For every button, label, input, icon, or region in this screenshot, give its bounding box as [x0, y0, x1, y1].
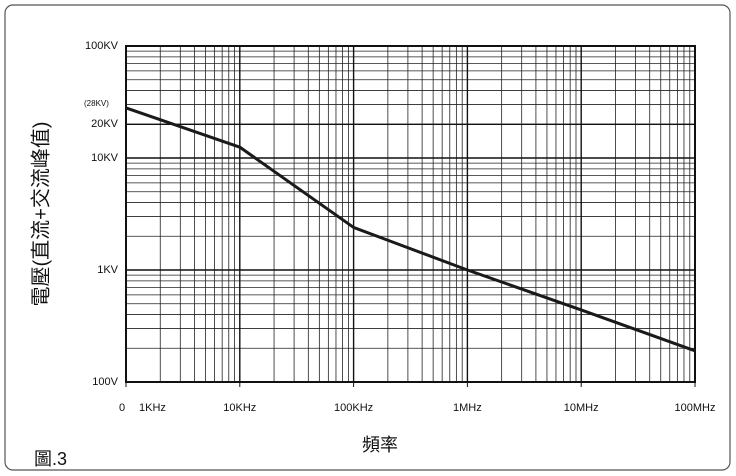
annotation: (28KV): [84, 99, 109, 108]
origin-label: 0: [119, 402, 125, 414]
x-tick-label: 10MHz: [564, 402, 599, 414]
data-line: [125, 106, 696, 353]
y-axis-label: 電壓(直流+交流峰值): [29, 122, 52, 307]
x-tick-label: 100MHz: [675, 402, 716, 414]
y-tick-label: 100KV: [85, 40, 119, 52]
y-tick-label: 10KV: [91, 152, 119, 164]
x-axis-label: 頻率: [362, 435, 398, 455]
y-tick-label: 100V: [92, 376, 118, 388]
x-tick-label: 10KHz: [223, 402, 256, 414]
frame: [4, 4, 731, 471]
x-tick-label: 1KHz: [139, 402, 166, 414]
plot-border: [125, 45, 696, 383]
x-tick-label: 100KHz: [334, 402, 373, 414]
y-tick-label: 1KV: [97, 264, 118, 276]
y-tick-label: 20KV: [91, 118, 119, 130]
x-tick-label: 1MHz: [453, 402, 482, 414]
figure-label: 圖.3: [34, 449, 67, 469]
